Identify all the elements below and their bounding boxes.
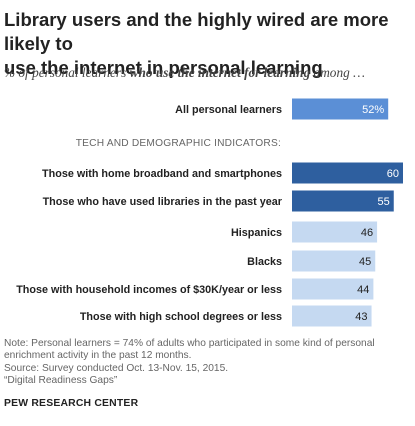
subtitle-emphasis: who use the internet for learning bbox=[129, 65, 311, 80]
bar bbox=[292, 190, 394, 212]
note-line: “Digital Readiness Gaps” bbox=[4, 374, 118, 386]
bar bbox=[292, 98, 389, 120]
bar bbox=[292, 250, 376, 272]
value-label: 52% bbox=[362, 104, 384, 116]
section-label: TECH AND DEMOGRAPHIC INDICATORS: bbox=[75, 138, 281, 149]
source-credit: PEW RESEARCH CENTER bbox=[4, 398, 139, 409]
bar bbox=[292, 221, 378, 243]
category-label: Those with high school degrees or less bbox=[80, 311, 282, 323]
chart-title: Library users and the highly wired are m… bbox=[4, 8, 409, 80]
title-line-1: Library users and the highly wired are m… bbox=[4, 9, 389, 54]
value-label: 60 bbox=[387, 168, 399, 180]
category-label: Those with household incomes of $30K/yea… bbox=[16, 284, 282, 296]
category-label: Those with home broadband and smartphone… bbox=[42, 168, 282, 180]
bar bbox=[292, 278, 374, 300]
chart-subtitle: % of personal learners who use the inter… bbox=[4, 65, 409, 81]
title-line-2: use the internet in personal learning bbox=[4, 57, 323, 78]
subtitle-post: among … bbox=[310, 65, 365, 80]
category-label: Those who have used libraries in the pas… bbox=[43, 196, 283, 208]
bar bbox=[292, 305, 372, 327]
category-label: Hispanics bbox=[231, 227, 282, 239]
category-label: All personal learners bbox=[175, 104, 282, 116]
note-line: enrichment activity in the past 12 month… bbox=[4, 350, 192, 362]
value-label: 44 bbox=[357, 284, 369, 296]
value-label: 55 bbox=[378, 196, 390, 208]
bar bbox=[292, 162, 403, 184]
chart-notes: Note: Personal learners = 74% of adults … bbox=[4, 338, 409, 387]
value-label: 46 bbox=[361, 227, 373, 239]
note-line: Note: Personal learners = 74% of adults … bbox=[4, 338, 375, 349]
value-label: 45 bbox=[359, 256, 371, 268]
note-line: Source: Survey conducted Oct. 13-Nov. 15… bbox=[4, 362, 229, 374]
value-label: 43 bbox=[355, 311, 367, 323]
subtitle-pre: % of personal learners bbox=[4, 65, 130, 80]
category-label: Blacks bbox=[247, 256, 282, 268]
